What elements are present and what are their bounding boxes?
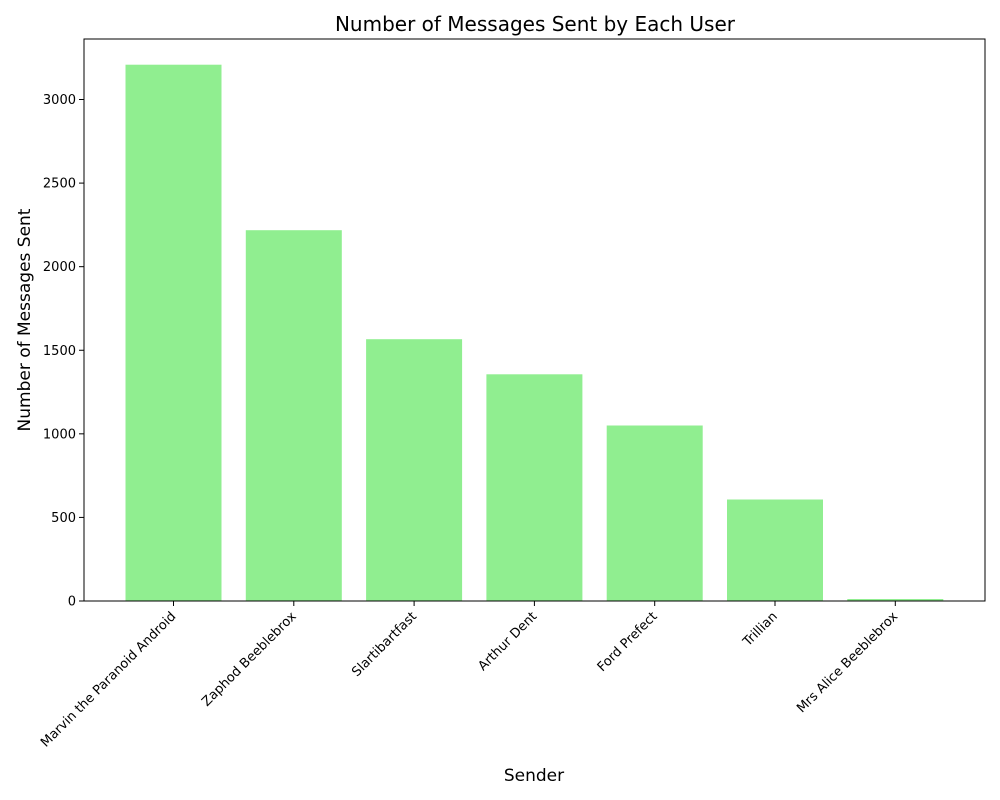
- y-tick-label: 2500: [43, 177, 76, 192]
- bar: [727, 500, 823, 602]
- bar: [126, 65, 222, 601]
- bar: [246, 230, 342, 601]
- y-tick-label: 1000: [43, 427, 76, 442]
- chart-title: Number of Messages Sent by Each User: [335, 12, 736, 36]
- bar: [607, 426, 703, 602]
- x-tick-label: Marvin the Paranoid Android: [38, 609, 179, 750]
- y-axis-label: Number of Messages Sent: [15, 208, 35, 431]
- y-tick-label: 3000: [43, 93, 76, 108]
- y-tick-label: 500: [51, 511, 76, 526]
- bar: [486, 374, 582, 601]
- x-tick-label: Zaphod Beeblebrox: [199, 609, 300, 710]
- y-tick-label: 1500: [43, 344, 76, 359]
- y-tick-label: 2000: [43, 260, 76, 275]
- x-axis: Marvin the Paranoid Android Zaphod Beeble…: [38, 601, 901, 750]
- x-tick-label: Mrs Alice Beeblebrox: [794, 609, 901, 716]
- y-tick-label: 0: [68, 595, 76, 610]
- y-axis: 0 500 1000 1500 2000 2500 3000: [43, 93, 84, 609]
- bars-group: [126, 65, 944, 601]
- x-axis-label: Sender: [504, 766, 564, 786]
- x-tick-label: Trillian: [740, 609, 781, 650]
- x-tick-label: Slartibartfast: [349, 609, 420, 680]
- x-tick-label: Arthur Dent: [475, 609, 540, 674]
- x-tick-label: Ford Prefect: [595, 609, 661, 675]
- bar: [366, 339, 462, 601]
